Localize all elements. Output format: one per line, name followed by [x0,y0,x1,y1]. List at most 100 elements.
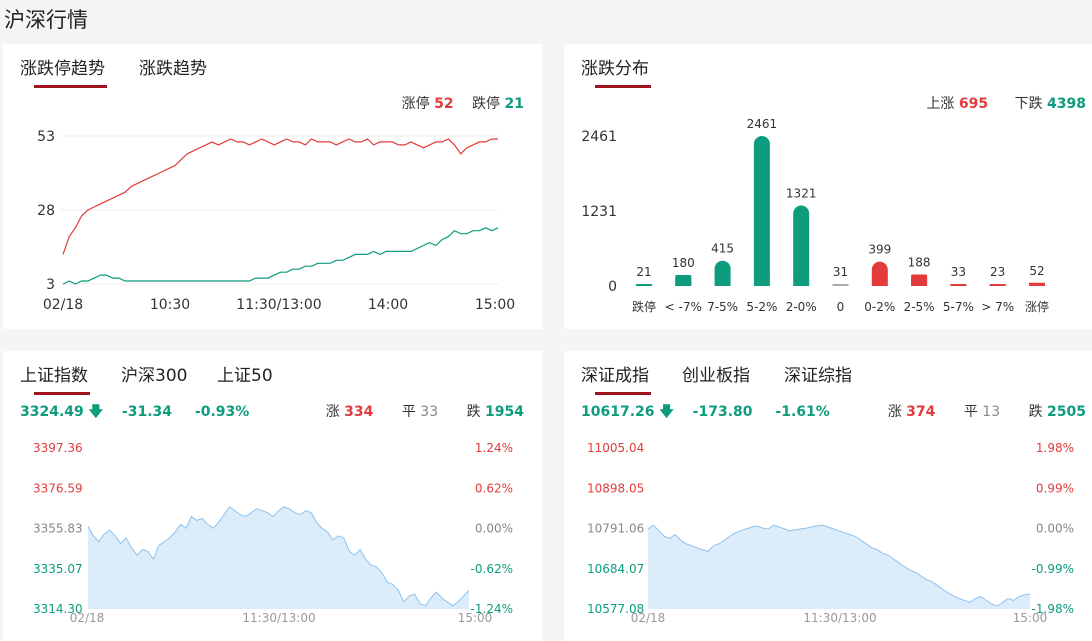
x-tick-label: 02/18 [70,611,105,625]
x-category-label: < -7% [665,300,702,314]
sz-breadth: 涨 374 平 13 跌 2505 [888,401,1086,421]
tab-limit-trend[interactable]: 涨跌停趋势 [20,54,107,88]
tab-csi300[interactable]: 沪深300 [121,366,188,386]
y-left-tick-label: 10791.06 [587,522,644,536]
x-tick-label: 10:30 [150,297,190,313]
sz-price: 10617.26 [581,404,655,420]
x-tick-label: 15:00 [458,611,493,625]
bar-base-7 [911,278,928,286]
rise-fall-stats: 上涨 695 下跌 4398 [926,93,1086,113]
bar-base-9 [989,284,1006,286]
index-line [87,506,470,607]
bar-base-0 [636,284,652,286]
bar-base-4 [793,278,810,286]
sh-flat-value: 33 [420,404,439,420]
bar-base-3 [753,278,770,286]
series-line-limit-up [62,138,498,255]
x-tick-label: 11:30/13:00 [803,611,876,625]
sh-breadth: 涨 334 平 33 跌 1954 [326,401,524,421]
bar-base-1 [675,278,692,286]
y-right-tick-label: 0.00% [475,522,513,536]
x-tick-label: 15:00 [475,297,515,313]
sh-down-value: 1954 [485,404,524,420]
y-left-tick-label: 3314.30 [33,602,83,616]
down-arrow-icon: 🡇 [659,404,674,420]
x-category-label: 2-5% [904,300,935,314]
index-area-fill [648,525,1030,609]
y-right-tick-label: -0.62% [471,562,513,576]
x-tick-label: 11:30/13:00 [236,297,321,313]
y-left-tick-label: 10898.05 [587,481,644,495]
sh-quote: 3324.49 🡇 -31.34 -0.93% [20,401,249,425]
y-tick-label: 53 [37,129,55,145]
bar-3 [753,136,770,286]
y-left-tick-label: 3355.83 [33,522,83,536]
bar-base-2 [714,278,731,286]
y-right-tick-label: -1.24% [471,602,513,616]
y-left-tick-label: 3335.07 [33,562,83,576]
limit-down-value: 21 [504,96,524,112]
y-tick-label: 3 [46,277,55,293]
shanghai-index-panel: 上证指数 沪深300 上证50 3324.49 🡇 -31.34 -0.93% … [3,351,542,641]
bar-value-label: 52 [1029,264,1044,278]
tab-shenzhen-composite[interactable]: 深证综指 [784,366,852,386]
x-category-label: 0 [837,300,845,314]
x-tick-label: 11:30/13:00 [242,611,315,625]
sh-up-value: 334 [344,404,374,420]
bar-value-label: 399 [868,243,891,257]
limit-stats: 涨停 52 跌停 21 [402,93,524,113]
x-category-label: 5-2% [746,300,777,314]
sh-up-label: 涨 [325,404,340,420]
sh-down-label: 跌 [466,404,481,420]
tab-shanghai-composite[interactable]: 上证指数 [20,361,90,395]
sz-down-value: 2505 [1047,404,1086,420]
fall-label: 下跌 [1014,96,1043,112]
sz-change-pct: -1.61% [775,404,830,420]
limit-trend-chart: 53 28 3 02/18 10:30 11:30/13:00 14:00 15:00 [37,129,515,313]
bar-base-5 [832,284,849,286]
bar-base-8 [950,283,967,286]
y-right-tick-label: 0.99% [1036,481,1074,495]
y-left-tick-label: 3376.59 [33,481,83,495]
x-category-label: 涨停 [1025,299,1049,314]
bar-4 [793,205,810,286]
x-category-label: > 7% [981,300,1014,314]
tab-chinext[interactable]: 创业板指 [682,366,750,386]
tab-sse50[interactable]: 上证50 [217,366,273,386]
x-tick-label: 02/18 [43,297,83,313]
x-tick-label: 02/18 [631,611,666,625]
x-category-label: 2-0% [786,300,817,314]
bar-base-10 [1029,282,1045,286]
sz-up-label: 涨 [887,404,902,420]
rise-value: 695 [958,96,989,112]
y-right-tick-label: -1.98% [1032,602,1074,616]
y-left-tick-label: 11005.04 [587,441,644,455]
bar-value-label: 415 [711,242,734,256]
y-left-tick-label: 3397.36 [33,441,83,455]
sz-up-value: 374 [906,404,936,420]
bar-value-label: 1321 [786,186,817,200]
x-tick-label: 14:00 [368,297,408,313]
limit-up-value: 52 [434,96,454,112]
fall-value: 4398 [1047,96,1086,112]
x-category-label: 5-7% [943,300,974,314]
sz-flat-label: 平 [963,404,978,420]
y-right-tick-label: 0.00% [1036,522,1074,536]
y-tick-label: 0 [608,279,617,295]
shanghai-index-chart: 3397.36 1.24% 3376.59 0.62% 3355.83 0.00% 3335… [33,441,513,625]
sh-flat-label: 平 [401,404,416,420]
rise-label: 上涨 [926,96,955,112]
series-line-limit-down [62,227,499,285]
sh-change: -31.34 [121,404,173,420]
shenzhen-index-chart: 11005.04 1.98% 10898.05 0.99% 10791.06 0.00% 1… [587,441,1074,625]
index-area-fill [88,506,469,609]
bar-value-label: 31 [833,265,848,279]
shenzhen-index-panel: 深证成指 创业板指 深证综指 10617.26 🡇 -173.80 -1.61%… [564,351,1092,641]
sz-flat-value: 13 [982,404,1001,420]
sz-quote: 10617.26 🡇 -173.80 -1.61% [581,401,830,425]
y-tick-label: 2461 [581,129,617,145]
tab-rise-fall-trend[interactable]: 涨跌趋势 [139,59,207,79]
tab-distribution[interactable]: 涨跌分布 [581,54,651,88]
tab-shenzhen-component[interactable]: 深证成指 [581,361,651,395]
index-line [647,524,1031,607]
